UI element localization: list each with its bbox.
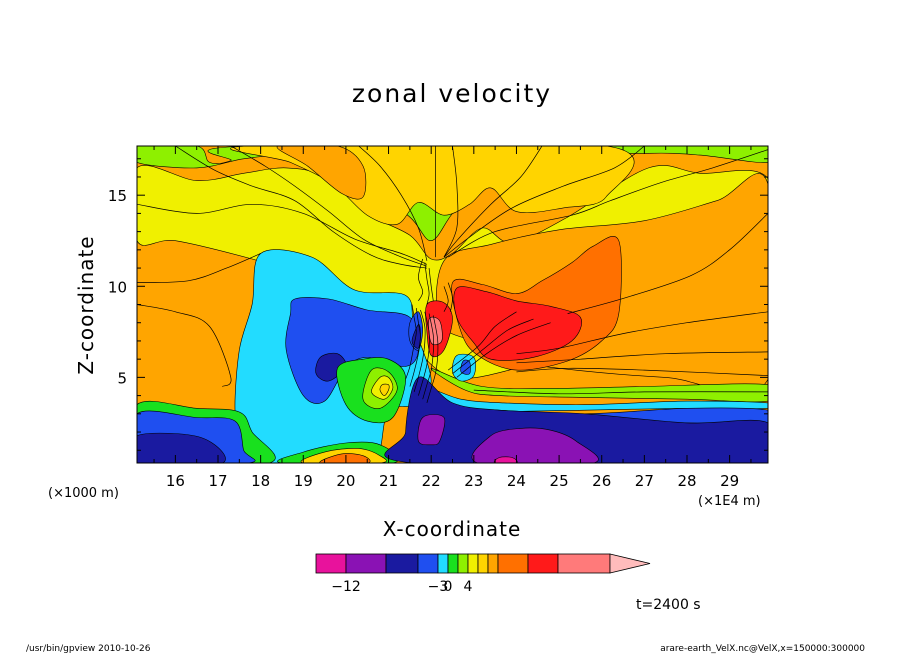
contour-line-3 <box>175 146 427 269</box>
contour-line-8 <box>443 146 543 258</box>
x-tick-label-23: 23 <box>464 472 483 490</box>
colorbar-swatch-3 <box>417 553 439 574</box>
footer-left: /usr/bin/gpview 2010-10-26 <box>26 644 151 654</box>
x-tick-label-22: 22 <box>422 472 441 490</box>
region-right-lower-purple-2 <box>417 414 446 446</box>
contour-line-29 <box>447 311 517 371</box>
colorbar-swatch-0 <box>315 553 347 574</box>
contour-line-5 <box>358 146 428 261</box>
contour-line-1 <box>137 253 261 283</box>
region-green-blob-core <box>379 383 390 396</box>
colorbar-label: −12 <box>331 579 361 595</box>
x-tick-label-26: 26 <box>592 472 611 490</box>
chart-title: zonal velocity <box>352 79 552 108</box>
contour-line-18 <box>428 268 434 301</box>
filled-contours <box>137 146 768 463</box>
contour-line-4 <box>230 146 428 267</box>
x-tick-label-25: 25 <box>550 472 569 490</box>
footer-right: arare-earth_VelX.nc@VelX,x=150000:300000 <box>660 644 865 654</box>
y-axis-label: Z-coordinate <box>74 235 98 374</box>
colorbar-swatch-11 <box>527 553 559 574</box>
region-right-lower-purple-1 <box>471 427 599 463</box>
colorbar-swatch-4 <box>437 553 449 574</box>
x-unit-right-label: (×1E4 m) <box>698 494 761 509</box>
colorbar-label: −3 <box>428 579 449 595</box>
y-tick-label-15: 15 <box>108 187 127 205</box>
contour-line-23 <box>422 313 435 400</box>
contour-line-27 <box>456 322 551 378</box>
contour-line-13 <box>516 351 768 364</box>
colorbar: −12 −30 4 <box>315 553 651 595</box>
colorbar-swatch-12 <box>557 553 611 574</box>
contour-line-28 <box>452 318 534 374</box>
region-shear-cyan-spot-blue <box>460 359 471 375</box>
colorbar-swatch-8 <box>477 553 489 574</box>
colorbar-swatch-2 <box>385 553 419 574</box>
region-right-lower-purple-spot <box>493 456 518 463</box>
x-tick-label-24: 24 <box>507 472 526 490</box>
plot-area <box>137 146 768 463</box>
contour-line-11 <box>567 213 768 314</box>
x-tick-label-17: 17 <box>208 472 227 490</box>
contour-line-12 <box>516 311 768 355</box>
y-tick-label-5: 5 <box>117 369 127 387</box>
contour-line-9 <box>443 146 645 258</box>
x-tick-label-20: 20 <box>336 472 355 490</box>
colorbar-swatch-5 <box>447 553 459 574</box>
time-label: t=2400 s <box>636 597 701 613</box>
contour-lines <box>137 146 768 403</box>
y-tick-label-10: 10 <box>108 278 127 296</box>
contour-line-14 <box>516 367 768 376</box>
colorbar-label: 0 <box>444 579 453 595</box>
contour-line-24 <box>426 315 439 403</box>
region-right-lower-green <box>430 368 768 403</box>
colorbar-swatch-9 <box>487 553 499 574</box>
region-red-jet-core <box>453 286 582 361</box>
x-axis-label: X-coordinate <box>383 517 522 541</box>
contour-line-22 <box>418 311 430 396</box>
colorbar-swatch-6 <box>457 553 469 574</box>
x-tick-label-27: 27 <box>635 472 654 490</box>
contour-line-16 <box>418 258 424 302</box>
contour-line-10 <box>448 149 768 258</box>
colorbar-label: 4 <box>464 579 473 595</box>
contour-line-17 <box>424 262 430 305</box>
x-tick-label-28: 28 <box>677 472 696 490</box>
colorbar-swatch-1 <box>345 553 387 574</box>
contour-line-20 <box>409 308 421 387</box>
contour-line-2 <box>137 304 232 387</box>
x-unit-left-label: (×1000 m) <box>48 486 119 501</box>
colorbar-swatch-7 <box>467 553 479 574</box>
y-axis: 5 10 15 <box>108 158 768 451</box>
colorbar-swatch-10 <box>497 553 529 574</box>
contour-line-19 <box>405 304 417 380</box>
contour-line-7 <box>443 146 459 258</box>
contour-line-21 <box>413 309 426 392</box>
x-tick-label-21: 21 <box>379 472 398 490</box>
region-peak-orange-upper-left <box>276 146 367 200</box>
contour-line-25 <box>443 286 449 312</box>
x-tick-label-29: 29 <box>720 472 739 490</box>
x-tick-label-16: 16 <box>166 472 185 490</box>
colorbar-extend-arrow <box>609 553 651 574</box>
x-tick-label-18: 18 <box>251 472 270 490</box>
contour-line-0 <box>137 203 428 265</box>
region-lower-left-gusts-orange <box>319 453 371 463</box>
contour-line-15 <box>473 389 768 395</box>
x-axis: 16 17 18 19 20 21 22 23 24 25 26 27 28 29 <box>153 146 752 490</box>
contour-line-26 <box>447 282 453 312</box>
x-tick-label-19: 19 <box>294 472 313 490</box>
region-right-lower-navy <box>384 376 768 463</box>
region-lower-left-navy <box>137 432 226 463</box>
